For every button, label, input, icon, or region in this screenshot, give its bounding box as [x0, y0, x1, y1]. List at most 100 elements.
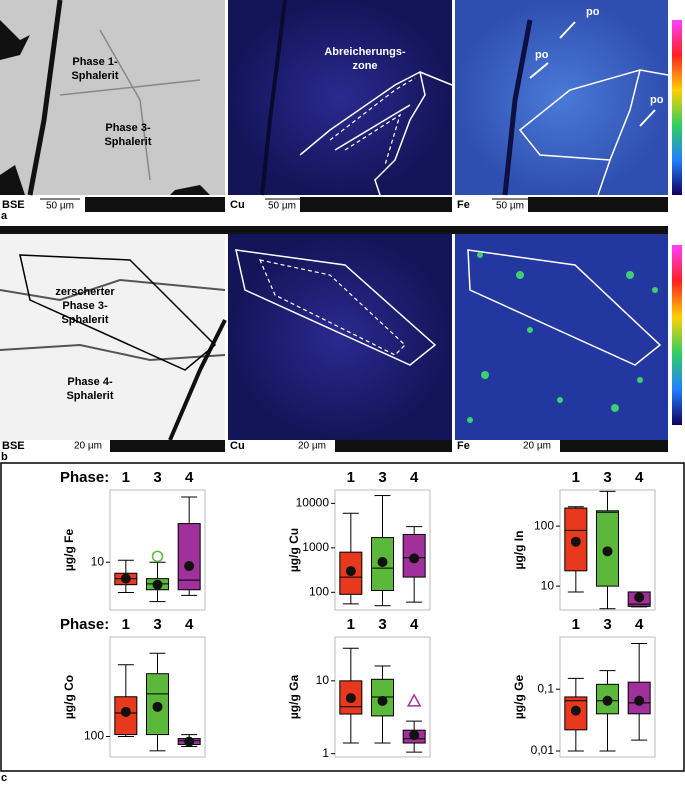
outlier	[151, 550, 164, 563]
fracture	[0, 278, 226, 362]
mean	[634, 592, 645, 603]
mean	[570, 536, 581, 547]
category-label: Phase:	[60, 469, 109, 486]
dashed-outline	[329, 77, 416, 166]
scale-label: 20 µm	[523, 441, 551, 452]
y-axis-label: µg/g Cu	[287, 528, 301, 572]
y-axis-label: µg/g Fe	[62, 529, 76, 572]
category-tick-label: 3	[378, 616, 386, 633]
mean	[184, 561, 195, 572]
black-bar	[528, 197, 668, 212]
outline	[467, 249, 662, 366]
mean	[184, 736, 195, 747]
crack	[260, 0, 287, 196]
panel-letter: a	[1, 210, 8, 222]
mean	[152, 701, 163, 712]
y-tick-label: 100	[309, 584, 329, 598]
annotation: Phase 1-	[72, 56, 118, 68]
category-tick-label: 3	[153, 616, 161, 633]
category-tick-label: 3	[603, 469, 611, 486]
crack	[27, 0, 63, 196]
cu-image	[228, 0, 452, 195]
scale-label: 20 µm	[298, 441, 326, 452]
y-tick-label: 1000	[302, 540, 329, 554]
scale-label: 50 µm	[46, 201, 74, 212]
category-tick-label: 1	[347, 469, 355, 486]
outline	[235, 249, 437, 366]
annotation: zerscherter	[55, 286, 115, 298]
mean	[345, 693, 356, 704]
mean	[409, 730, 420, 741]
crack	[168, 319, 227, 441]
scale-label: 50 µm	[496, 201, 524, 212]
crack	[502, 19, 533, 196]
annotation: po	[586, 6, 600, 18]
category-tick-label: 1	[572, 616, 580, 633]
dashed-outline	[258, 259, 406, 356]
cu-image	[228, 234, 452, 440]
annotation: po	[650, 94, 664, 106]
box-plots: 10 µg/g Fe Phase: 1 3 4 100 1000 10000 µg/g Cu 1 3 4…	[60, 469, 656, 760]
y-tick-label: 100	[84, 729, 104, 743]
category-tick-label: 4	[410, 616, 419, 633]
annotation: Sphalerit	[71, 70, 118, 82]
panel-letter: b	[1, 451, 8, 463]
annotation: Phase 3-	[105, 122, 151, 134]
category-tick-label: 4	[410, 469, 419, 486]
channel-label: Cu	[230, 440, 245, 452]
y-tick-label: 10	[316, 673, 330, 687]
category-tick-label: 4	[185, 616, 194, 633]
annotation: po	[535, 49, 549, 61]
y-axis-label: µg/g Ga	[287, 675, 301, 720]
category-tick-label: 3	[153, 469, 161, 486]
fe-image	[455, 234, 668, 440]
mean	[570, 705, 581, 716]
channel-label: Cu	[230, 199, 245, 211]
category-tick-label: 1	[122, 469, 130, 486]
mean	[120, 706, 131, 717]
scale-label: 50 µm	[268, 201, 296, 212]
mean	[377, 695, 388, 706]
mean	[602, 695, 613, 706]
outline	[299, 70, 453, 196]
category-tick-label: 3	[603, 616, 611, 633]
black-bar	[110, 440, 225, 452]
category-label: Phase:	[60, 616, 109, 633]
scale-label: 20 µm	[74, 441, 102, 452]
channel-label: BSE	[2, 440, 25, 452]
outlier	[406, 693, 422, 707]
arrow	[529, 21, 656, 127]
mean	[377, 557, 388, 568]
box	[177, 523, 201, 591]
panel-b: zerscherter Phase 3- Sphalerit Phase 4- …	[0, 226, 682, 463]
black-bar	[335, 440, 452, 452]
mean	[345, 566, 356, 577]
outline	[19, 254, 217, 371]
panel-a: Phase 1- Sphalerit Phase 3- Sphalerit Ab…	[0, 0, 682, 222]
y-tick-label: 10	[91, 554, 105, 568]
y-axis-label: µg/g In	[512, 531, 526, 570]
category-tick-label: 4	[635, 469, 644, 486]
outline	[518, 69, 669, 196]
annotation: Sphalerit	[66, 390, 113, 402]
annotation: Phase 4-	[67, 376, 113, 388]
y-tick-label: 10	[541, 578, 555, 592]
black-bar	[85, 197, 225, 212]
y-tick-label: 0,1	[537, 681, 554, 695]
colorbar	[672, 20, 682, 195]
grain-boundary	[59, 29, 201, 181]
y-tick-label: 10000	[296, 496, 330, 510]
channel-label: BSE	[2, 199, 25, 211]
mean	[152, 579, 163, 590]
mean	[602, 546, 613, 557]
annotation: Abreicherungs-	[324, 46, 406, 58]
y-tick-label: 1	[322, 746, 329, 760]
mean	[409, 553, 420, 564]
mean	[634, 695, 645, 706]
category-tick-label: 4	[185, 469, 194, 486]
panel-letter: c	[1, 772, 7, 784]
mean	[120, 573, 131, 584]
y-tick-label: 100	[534, 518, 554, 532]
y-axis-label: µg/g Co	[62, 675, 76, 719]
